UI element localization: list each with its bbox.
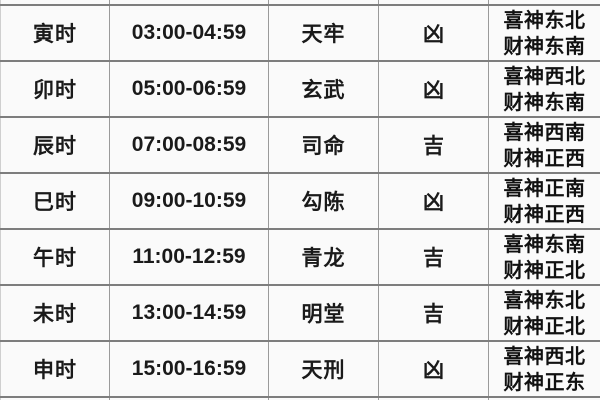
direction-wealth-god: 财神正西 xyxy=(503,202,586,226)
direction-stack: 喜神东南 财神正北 xyxy=(489,230,600,284)
table-row: 午时 11:00-12:59 青龙吉喜神东南 财神正北 xyxy=(0,228,600,286)
cell-directions: 喜神正南 财神正西 xyxy=(488,172,600,230)
cell-deity-name: 明堂 xyxy=(268,284,379,342)
cell-deity-name: 天牢 xyxy=(268,4,379,62)
cell-hour-branch: 卯时 xyxy=(0,60,110,118)
cell-luck-indicator: 凶 xyxy=(378,340,489,398)
direction-stack: 喜神西北 财神东南 xyxy=(489,62,600,116)
cell-hour-branch: 辰时 xyxy=(0,116,110,174)
direction-joy-god: 喜神西南 xyxy=(503,120,586,144)
table-row: 巳时 09:00-10:59 勾陈凶喜神正南 财神正西 xyxy=(0,172,600,230)
direction-joy-god: 喜神东南 xyxy=(503,232,586,256)
direction-joy-god: 喜神西北 xyxy=(503,344,586,368)
cell-luck-indicator: 凶 xyxy=(378,4,489,62)
cell-hour-branch: 巳时 xyxy=(0,172,110,230)
direction-wealth-god: 财神正北 xyxy=(503,314,586,338)
table-row: 卯时 05:00-06:59 玄武凶喜神西北 财神东南 xyxy=(0,60,600,118)
direction-wealth-god: 财神正北 xyxy=(503,258,586,282)
table-row: 未时 13:00-14:59 明堂吉喜神东北 财神正北 xyxy=(0,284,600,342)
cell-luck-indicator: 吉 xyxy=(378,228,489,286)
cell-deity-name: 玄武 xyxy=(268,60,379,118)
direction-joy-god: 喜神东北 xyxy=(503,8,586,32)
cell-time-range: 05:00-06:59 xyxy=(109,60,269,118)
cell-time-range: 09:00-10:59 xyxy=(109,172,269,230)
cell-time-range: 11:00-12:59 xyxy=(109,228,269,286)
table-row: 申时 15:00-16:59 天刑凶喜神西北 财神正东 xyxy=(0,340,600,398)
cell-deity-name: 勾陈 xyxy=(268,172,379,230)
cell-hour-branch: 未时 xyxy=(0,284,110,342)
cell-hour-branch: 申时 xyxy=(0,340,110,398)
cell-deity-name: 天刑 xyxy=(268,340,379,398)
table-row: 寅时 03:00-04:59 天牢凶喜神东北 财神东南 xyxy=(0,4,600,62)
cell-luck-indicator: 凶 xyxy=(378,172,489,230)
cell-directions: 喜神东北 财神东南 xyxy=(488,4,600,62)
direction-stack: 喜神正南 财神正西 xyxy=(489,174,600,228)
cell-directions: 喜神西北 财神正东 xyxy=(488,340,600,398)
cell-luck-indicator: 吉 xyxy=(378,116,489,174)
direction-wealth-god: 财神东南 xyxy=(503,90,586,114)
direction-joy-god: 喜神东北 xyxy=(503,288,586,312)
direction-wealth-god: 财神正东 xyxy=(503,370,586,394)
direction-stack: 喜神东北 财神东南 xyxy=(489,6,600,60)
direction-stack: 财神正南 xyxy=(489,0,600,4)
cell-luck-indicator: 凶 xyxy=(378,60,489,118)
cell-directions: 喜神东南 财神正北 xyxy=(488,228,600,286)
direction-joy-god: 喜神正南 xyxy=(503,176,586,200)
cell-deity-name: 青龙 xyxy=(268,228,379,286)
cell-directions: 喜神西南 财神正西 xyxy=(488,116,600,174)
cell-time-range: 03:00-04:59 xyxy=(109,4,269,62)
cell-hour-branch: 寅时 xyxy=(0,4,110,62)
cell-deity-name: 司命 xyxy=(268,116,379,174)
table-row: 辰时 07:00-08:59 司命吉喜神西南 财神正西 xyxy=(0,116,600,174)
table-row: 喜神西南 xyxy=(0,396,600,400)
cell-luck-indicator: 吉 xyxy=(378,284,489,342)
cell-hour-branch: 午时 xyxy=(0,228,110,286)
direction-wealth-god: 财神正西 xyxy=(503,146,586,170)
direction-stack: 喜神西北 财神正东 xyxy=(489,342,600,396)
direction-stack: 喜神西南 财神正西 xyxy=(489,118,600,172)
cell-directions: 喜神西北 财神东南 xyxy=(488,60,600,118)
direction-wealth-god: 财神东南 xyxy=(503,34,586,58)
direction-stack: 喜神东北 财神正北 xyxy=(489,286,600,340)
cell-time-range: 07:00-08:59 xyxy=(109,116,269,174)
cell-directions: 喜神东北 财神正北 xyxy=(488,284,600,342)
cell-time-range: 13:00-14:59 xyxy=(109,284,269,342)
direction-joy-god: 喜神西北 xyxy=(503,64,586,88)
cell-time-range: 15:00-16:59 xyxy=(109,340,269,398)
table-row: 财神正南 xyxy=(0,0,600,6)
